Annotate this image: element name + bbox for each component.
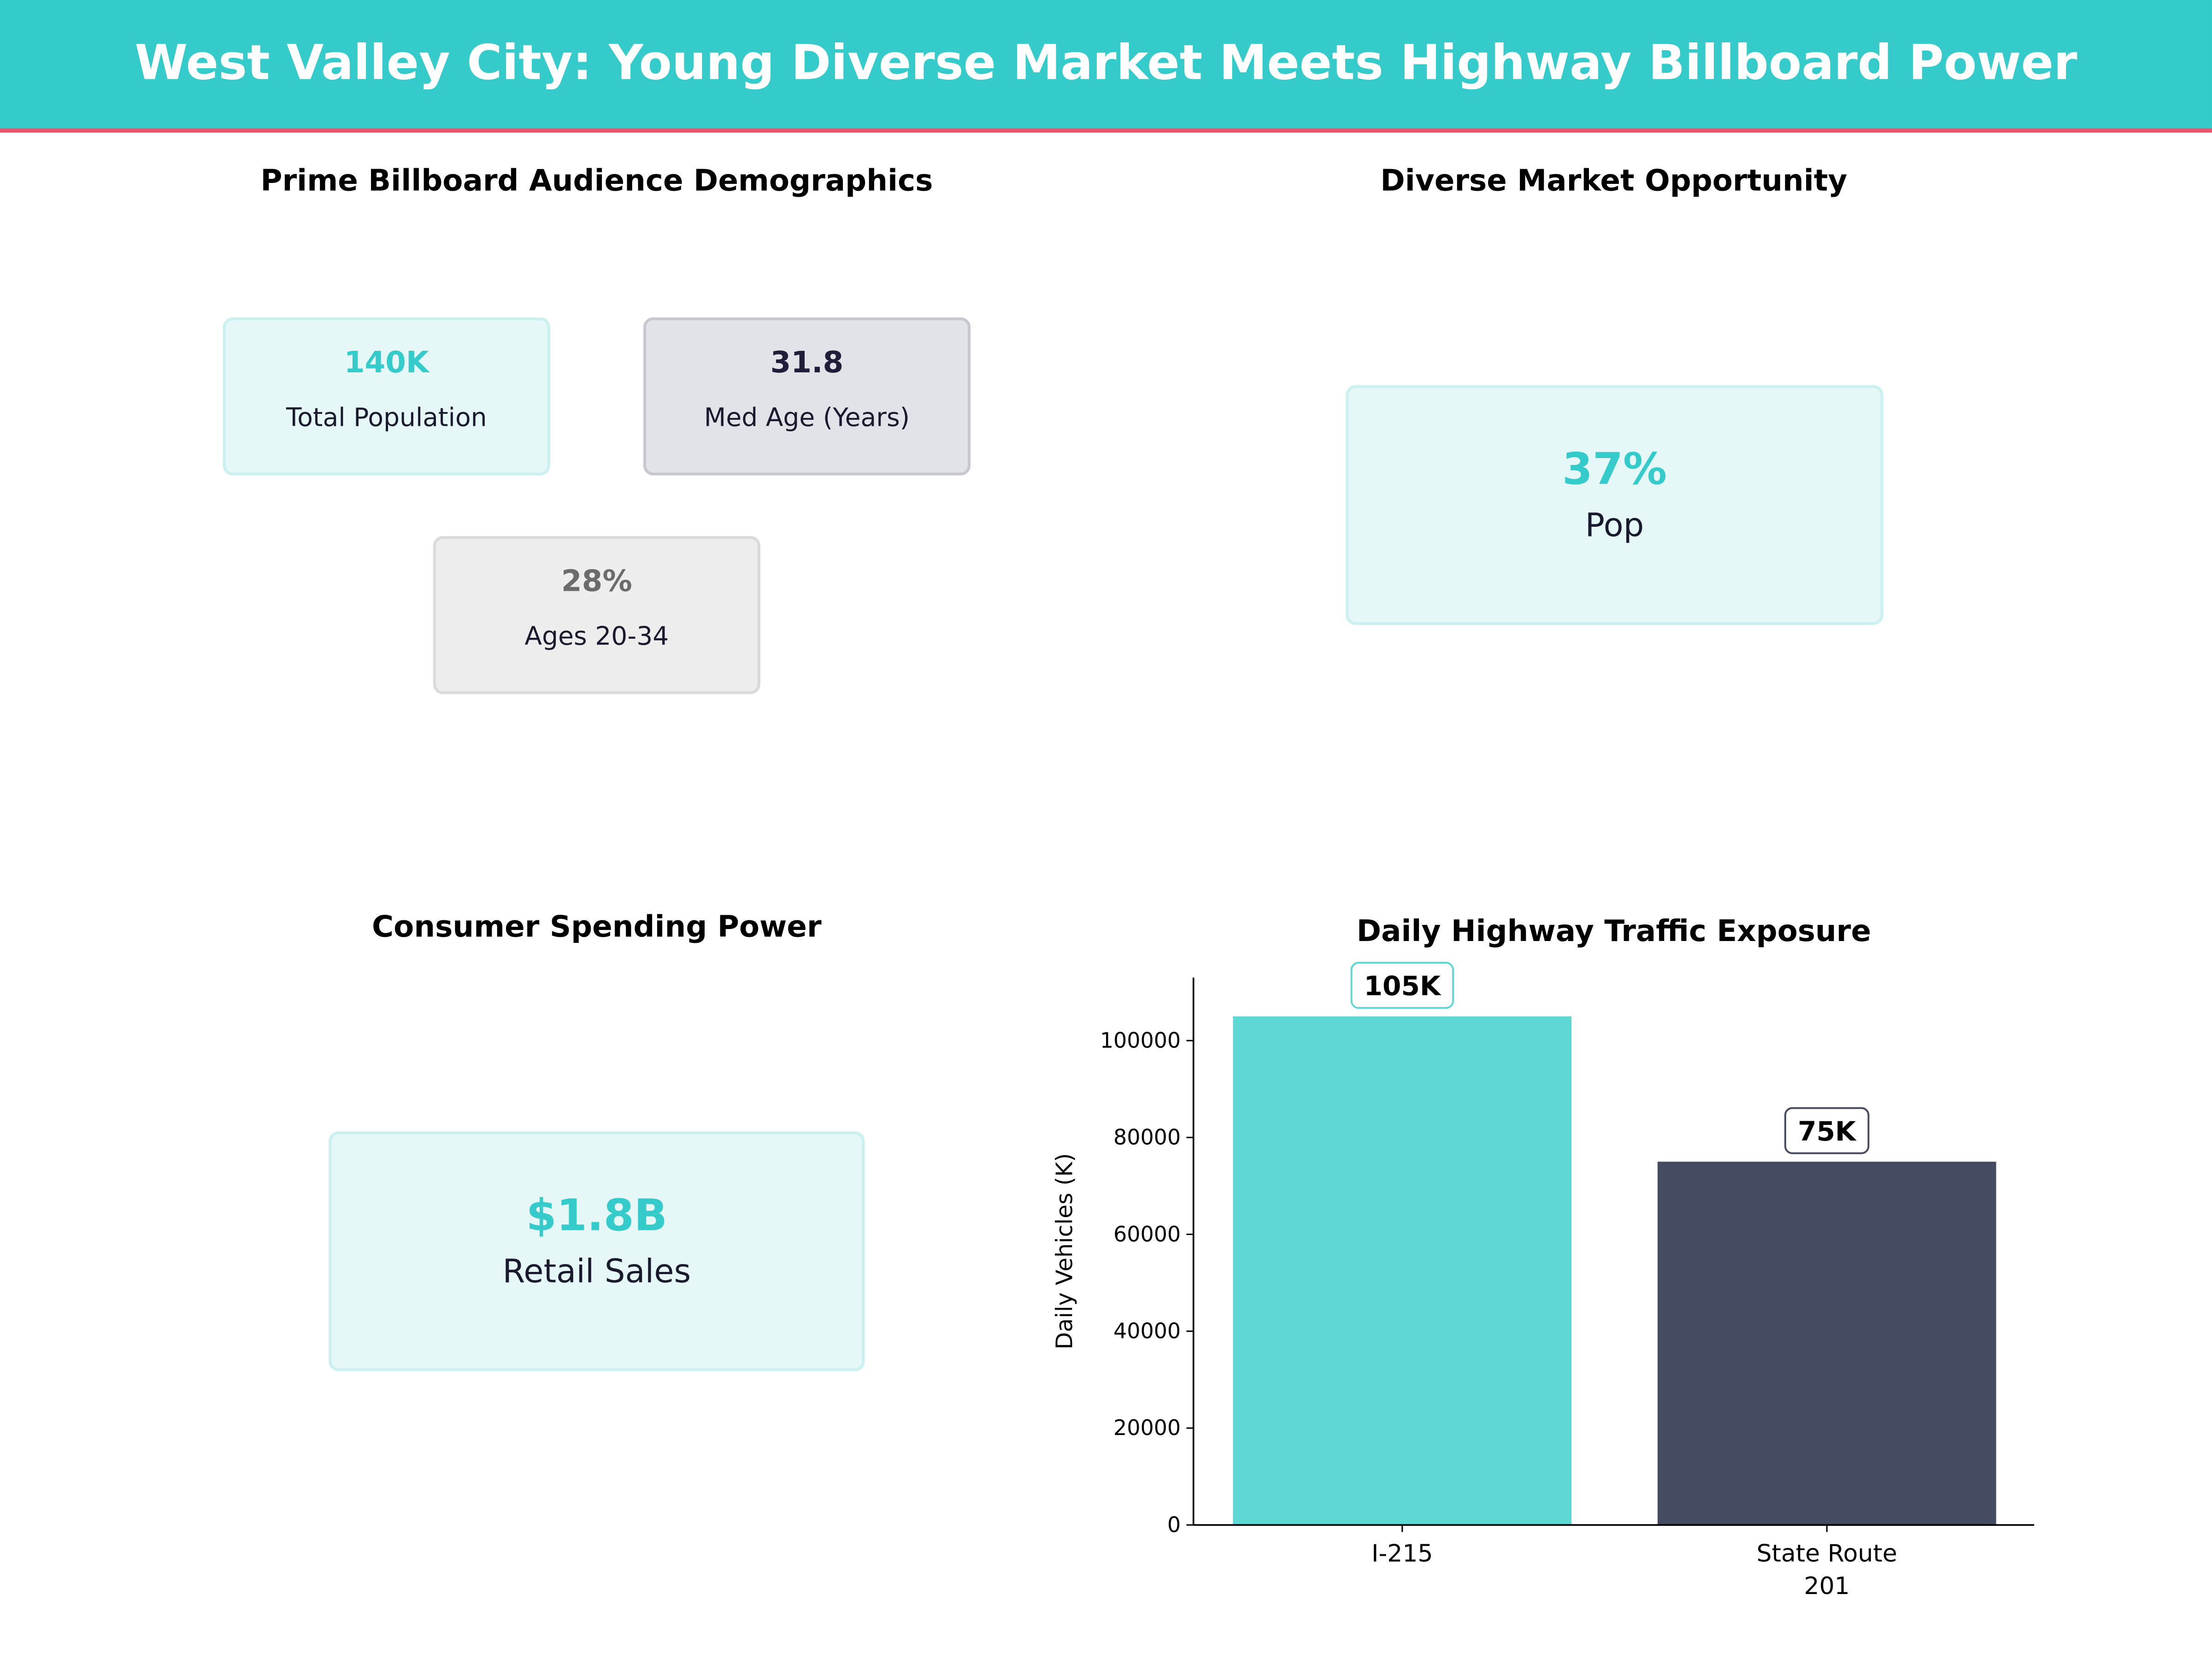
header-banner: West Valley City: Young Diverse Market M… xyxy=(0,0,2212,133)
bar-0 xyxy=(1233,1016,1572,1525)
population-card: 140K Total Population xyxy=(223,317,550,476)
y-axis-label: Daily Vehicles (K) xyxy=(1052,1153,1078,1349)
y-tick-label: 80000 xyxy=(1113,1125,1181,1150)
y-tick-label: 100000 xyxy=(1100,1028,1181,1053)
chart-title: Daily Highway Traffic Exposure xyxy=(1357,914,1871,948)
median-age-card: 31.8 Med Age (Years) xyxy=(643,317,971,476)
y-tick-label: 20000 xyxy=(1113,1415,1181,1440)
population-value: 140K xyxy=(344,345,429,380)
diverse-title: Diverse Market Opportunity xyxy=(1380,164,1847,198)
data-label-box xyxy=(1784,1107,1870,1154)
population-label: Total Population xyxy=(286,403,487,433)
demographics-title: Prime Billboard Audience Demographics xyxy=(260,164,933,198)
median-age-label: Med Age (Years) xyxy=(704,403,910,433)
y-tick-label: 40000 xyxy=(1113,1318,1181,1343)
page-title: West Valley City: Young Diverse Market M… xyxy=(135,35,2077,92)
diverse-label: Pop xyxy=(1585,508,1644,545)
young-adults-card: 28% Ages 20-34 xyxy=(433,536,760,694)
data-label-box xyxy=(1350,962,1454,1009)
bar-1 xyxy=(1657,1161,1996,1525)
median-age-value: 31.8 xyxy=(770,345,844,380)
x-tick-label: I-215 xyxy=(1371,1540,1433,1568)
spending-label: Retail Sales xyxy=(502,1254,691,1291)
young-adults-value: 28% xyxy=(561,564,632,598)
diverse-card: 37% Pop xyxy=(1346,385,1883,625)
diverse-value: 37% xyxy=(1562,444,1667,495)
x-tick-label: State Route xyxy=(1757,1540,1897,1568)
spending-card: $1.8B Retail Sales xyxy=(329,1131,865,1371)
data-label: 75K xyxy=(1798,1116,1857,1147)
data-label: 105K xyxy=(1364,971,1441,1002)
y-tick-label: 0 xyxy=(1167,1512,1181,1537)
spending-value: $1.8B xyxy=(526,1190,668,1241)
y-tick-label: 60000 xyxy=(1113,1222,1181,1247)
young-adults-label: Ages 20-34 xyxy=(524,622,669,652)
x-tick-label: 201 xyxy=(1804,1572,1850,1600)
spending-title: Consumer Spending Power xyxy=(372,910,822,944)
